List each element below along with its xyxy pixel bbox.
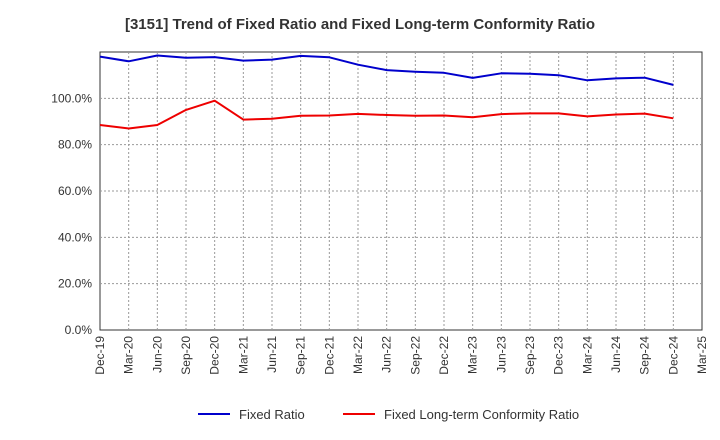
- x-tick-label: Dec-21: [322, 336, 336, 375]
- y-tick-label: 60.0%: [58, 184, 92, 198]
- series-line: [99, 99, 674, 130]
- y-tick-label: 100.0%: [51, 91, 92, 105]
- y-tick-label: 20.0%: [58, 277, 92, 291]
- x-tick-label: Dec-24: [666, 336, 680, 375]
- x-tick-label: Dec-23: [552, 336, 566, 375]
- y-tick-label: 0.0%: [65, 323, 93, 337]
- x-tick-label: Mar-23: [466, 336, 480, 374]
- legend-label: Fixed Ratio: [239, 407, 305, 422]
- x-tick-label: Mar-20: [122, 336, 136, 374]
- x-tick-label: Dec-20: [208, 336, 222, 375]
- x-tick-label: Mar-25: [695, 336, 709, 374]
- x-tick-label: Sep-23: [523, 336, 537, 375]
- series-line: [99, 54, 674, 86]
- x-tick-label: Mar-21: [236, 336, 250, 374]
- y-tick-label: 80.0%: [58, 138, 92, 152]
- grid: [99, 51, 703, 331]
- x-tick-label: Sep-20: [179, 336, 193, 375]
- chart-title: [3151] Trend of Fixed Ratio and Fixed Lo…: [124, 16, 596, 33]
- series-lines: [99, 54, 674, 130]
- x-tick-label: Jun-22: [380, 336, 394, 373]
- x-tick-label: Jun-21: [265, 336, 279, 373]
- x-tick-label: Jun-20: [150, 336, 164, 373]
- legend-label: Fixed Long-term Conformity Ratio: [384, 407, 579, 422]
- x-tick-label: Sep-21: [294, 336, 308, 375]
- x-tick-label: Dec-19: [93, 336, 107, 375]
- y-tick-label: 40.0%: [58, 230, 92, 244]
- x-tick-label: Sep-22: [408, 336, 422, 375]
- axes: 0.0% 20.0% 40.0% 60.0% 80.0% 100.0% Dec-19 Mar-…: [51, 91, 709, 374]
- x-tick-label: Mar-22: [351, 336, 365, 374]
- x-tick-label: Jun-23: [494, 336, 508, 373]
- legend: Fixed Ratio Fixed Long-term Conformity Ra…: [198, 407, 579, 422]
- x-tick-label: Sep-24: [638, 336, 652, 375]
- x-tick-label: Mar-24: [580, 336, 594, 374]
- x-tick-label: Dec-22: [437, 336, 451, 375]
- x-tick-label: Jun-24: [609, 336, 623, 373]
